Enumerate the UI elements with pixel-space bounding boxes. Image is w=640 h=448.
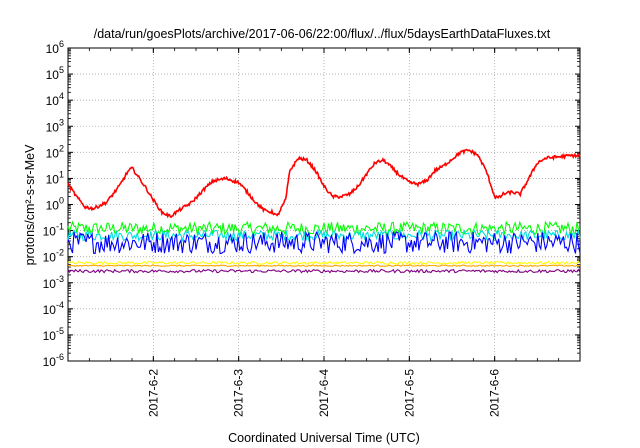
x-tick-label: 2017-6-2: [146, 369, 160, 417]
y-tick-label: 101: [46, 169, 64, 186]
series-line-5: [67, 264, 581, 268]
y-tick-label: 10-6: [43, 352, 64, 369]
x-tick-label: 2017-6-4: [317, 369, 331, 417]
grid-lines: [68, 48, 580, 361]
series-line-1: [67, 220, 581, 238]
y-tick-label: 103: [46, 117, 64, 134]
y-axis-label: protons/cm²-s-sr-MeV: [23, 144, 37, 266]
y-tick-label: 105: [46, 65, 64, 82]
series-line-red: [67, 148, 581, 219]
chart-title: /data/run/goesPlots/archive/2017-06-06/2…: [94, 27, 551, 41]
y-tick-label: 10-1: [43, 222, 64, 239]
y-tick-label: 102: [46, 143, 64, 160]
series-line-4: [67, 260, 581, 266]
y-tick-label: 100: [46, 196, 64, 213]
series-line-3: [67, 230, 581, 255]
axis-ticks: 10-6 10-5 10-4 10-3 10-2 10-1 100 101 102 103 104 1…: [43, 39, 581, 417]
y-tick-label: 104: [46, 91, 64, 108]
y-tick-label: 10-3: [43, 274, 64, 291]
x-tick-label: 2017-6-3: [232, 369, 246, 417]
y-tick-label: 10-5: [43, 326, 64, 343]
series-layer: [67, 148, 581, 274]
y-tick-label: 106: [46, 39, 64, 56]
y-tick-label: 10-4: [43, 300, 64, 317]
series-line-6: [67, 268, 581, 274]
x-tick-label: 2017-6-5: [402, 369, 416, 417]
x-axis-label: Coordinated Universal Time (UTC): [228, 431, 420, 445]
x-tick-label: 2017-6-6: [488, 369, 502, 417]
y-tick-label: 10-2: [43, 248, 64, 265]
series-line-2: [67, 228, 581, 243]
